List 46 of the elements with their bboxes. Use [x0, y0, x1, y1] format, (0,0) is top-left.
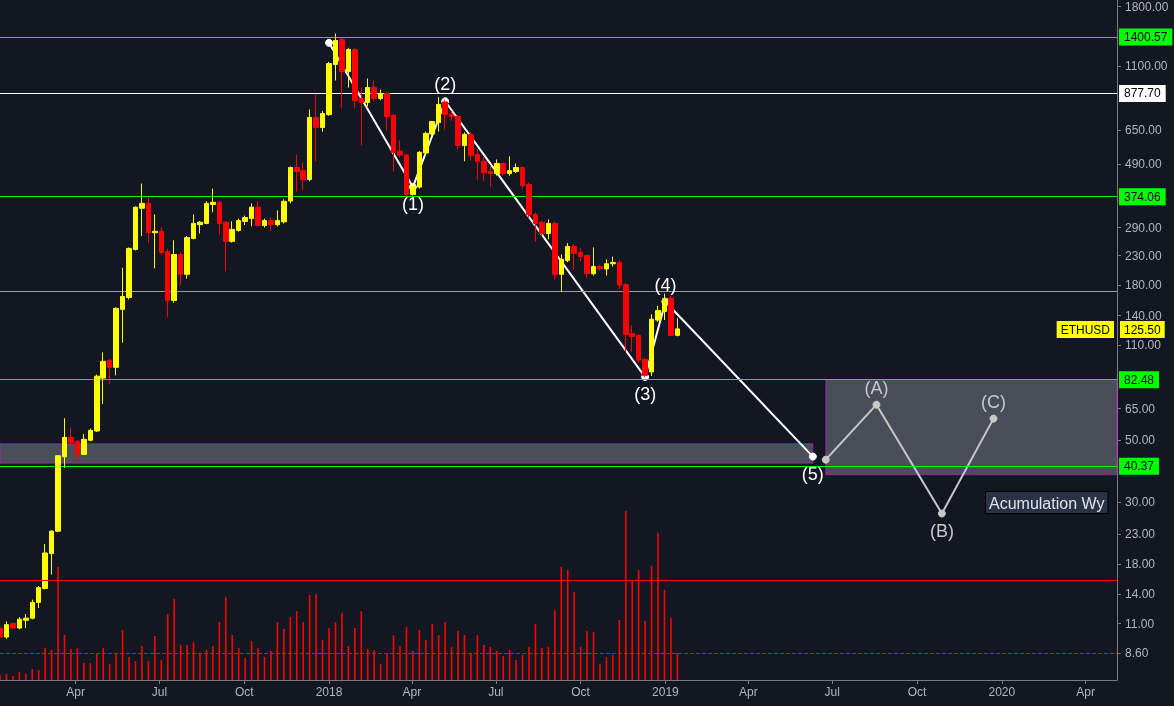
y-tick-label: 14.00 [1125, 587, 1156, 602]
x-tick-label: Apr [402, 685, 422, 699]
ref-line-label: 1400.57 [1124, 29, 1168, 44]
x-tick-label: Oct [571, 685, 591, 699]
y-tick-label: 30.00 [1125, 495, 1156, 510]
x-tick-label: Oct [234, 685, 255, 699]
x-tick-label: 2018 [315, 685, 343, 699]
x-tick-label: 2019 [652, 685, 680, 699]
y-tick-label: 8.60 [1125, 646, 1149, 661]
y-tick-label: 18.00 [1125, 556, 1156, 571]
annotation: (3) [634, 384, 657, 405]
y-tick-label: 650.00 [1125, 122, 1163, 137]
annotation: Acumulation Wy [989, 494, 1105, 512]
annotation: (5) [801, 463, 824, 484]
x-tick-label: Oct [907, 685, 928, 699]
y-tick-label: 1100.00 [1125, 59, 1168, 74]
y-tick-label: 490.00 [1125, 157, 1163, 172]
x-tick-label: Jul [488, 685, 504, 699]
y-tick-label: 140.00 [1125, 308, 1163, 323]
annotation: (4) [654, 274, 677, 295]
x-tick-label: 2020 [988, 685, 1016, 699]
annotation: (A) [864, 377, 889, 398]
annotation: ETHUSD [1060, 323, 1111, 337]
ref-line-label: 877.70 [1124, 86, 1162, 101]
text: 125.50 [1124, 323, 1162, 337]
y-tick-label: 110.00 [1125, 337, 1162, 352]
x-tick-label: Apr [66, 685, 85, 699]
y-tick-label: 290.00 [1125, 220, 1163, 235]
annotation: (C) [981, 391, 1006, 412]
ref-line-label: 82.48 [1124, 372, 1155, 387]
y-tick-label: 230.00 [1125, 248, 1163, 263]
annotation: (1) [401, 194, 424, 215]
y-tick-label: 180.00 [1125, 278, 1163, 293]
y-tick-label: 50.00 [1125, 433, 1156, 448]
y-tick-label: 65.00 [1125, 401, 1156, 416]
annotation: (2) [434, 74, 457, 95]
y-tick-label: 23.00 [1125, 527, 1156, 542]
y-tick-label: 1800.00 [1125, 0, 1169, 14]
x-tick-label: Apr [1076, 685, 1096, 699]
ref-line-label: 374.06 [1124, 189, 1162, 204]
x-tick-label: Jul [824, 685, 840, 699]
ref-line-label: 40.37 [1124, 459, 1155, 474]
x-tick-label: Apr [739, 685, 758, 699]
y-tick-label: 11.00 [1125, 616, 1155, 631]
annotation: (B) [929, 520, 954, 541]
x-tick-label: Jul [151, 685, 168, 699]
